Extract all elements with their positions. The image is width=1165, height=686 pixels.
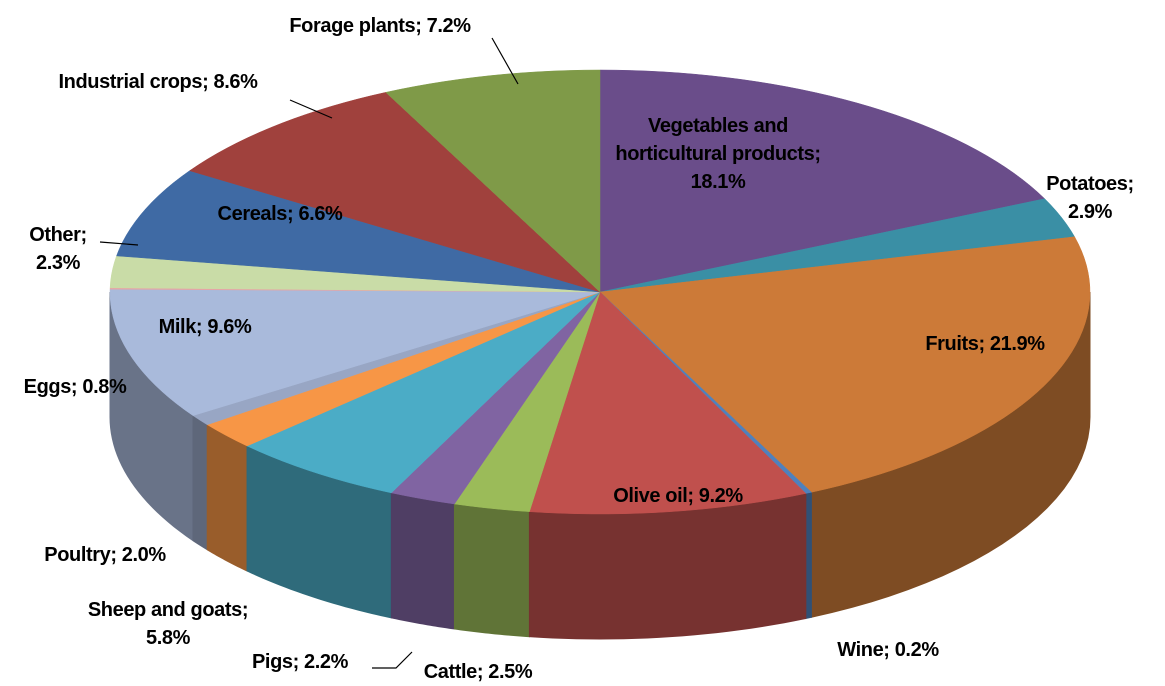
data-label: Olive oil; 9.2% [613,485,743,507]
data-label: Sheep and goats; 5.8% [87,599,249,649]
data-label: Milk; 9.6% [158,316,252,338]
data-label: Wine; 0.2% [837,639,939,661]
pie-side [206,423,248,572]
pie-tops [109,69,1091,515]
data-label: Pigs; 2.2% [251,651,349,673]
data-label: Cereals; 6.6% [217,203,343,225]
pie-sides [109,291,1091,640]
pie-slice [189,92,601,293]
leader-lines [99,37,519,669]
pie-slice [454,291,601,512]
pie-slice [599,69,1046,293]
pie-slice [529,291,807,515]
pie-slice [599,236,1091,493]
pie-side [390,492,455,630]
leader-line [372,651,413,669]
data-label: Poultry; 2.0% [44,544,166,566]
pie-side [805,491,812,620]
leader-line [99,241,139,246]
pie-slice [116,170,601,293]
data-label: Fruits; 21.9% [925,333,1045,355]
leader-line [289,99,333,119]
data-label: Cattle; 2.5% [423,661,533,683]
pie-side [192,414,208,551]
data-label: Eggs; 0.8% [23,376,127,398]
data-label: Industrial crops; 8.6% [58,71,258,93]
pie-slice [599,198,1076,293]
pie-side [453,503,530,638]
pie-slice [385,69,601,293]
pie-slice [390,291,601,505]
pie-slice [109,288,601,416]
data-label: Forage plants; 7.2% [289,15,471,37]
data-label: Potatoes; 2.9% [1046,173,1134,223]
data-label: Other; 2.3% [29,224,87,274]
data-label: Vegetables and horticultural products; 1… [615,115,821,193]
leader-line [491,37,519,85]
pie-slice [246,291,601,494]
pie-side [528,492,807,640]
